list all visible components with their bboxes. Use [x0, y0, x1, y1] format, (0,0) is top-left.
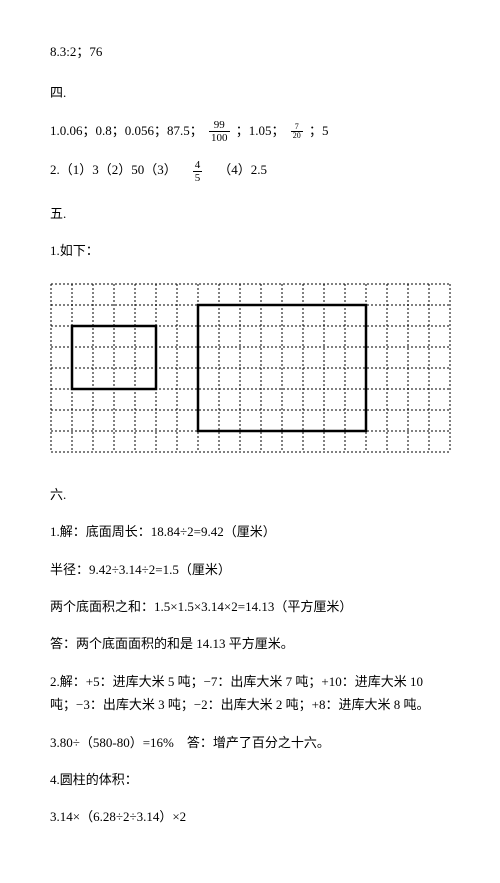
answer-4-2: 2.（1）3（2）50（3） 45 （4）2.5 [50, 158, 450, 184]
section-6-heading: 六. [50, 483, 450, 506]
grid-svg [50, 283, 451, 453]
answer-6-5: 2.解：+5：进库大米 5 吨；−7：出库大米 7 吨；+10：进库大米 10 … [50, 670, 450, 717]
answer-6-4: 答：两个底面面积的和是 14.13 平方厘米。 [50, 632, 450, 655]
answer-8-3: 8.3:2；76 [50, 40, 450, 63]
text: （4）2.5 [218, 162, 267, 177]
grid-diagram [50, 283, 450, 453]
answer-6-1: 1.解：底面周长：18.84÷2=9.42（厘米） [50, 520, 450, 543]
text: 1.0.06；0.8；0.056；87.5； [50, 123, 203, 138]
section-5-heading: 五. [50, 202, 450, 225]
text: ；1.05； [236, 123, 285, 138]
answer-6-2: 半径：9.42÷3.14÷2=1.5（厘米） [50, 558, 450, 581]
fraction-99-100: 99100 [209, 119, 230, 144]
answer-6-8: 3.14×（6.28÷2÷3.14）×2 [50, 805, 450, 828]
answer-5-1: 1.如下： [50, 239, 450, 262]
fraction-4-5: 45 [193, 159, 203, 184]
text: ；5 [309, 123, 329, 138]
answer-6-3: 两个底面积之和：1.5×1.5×3.14×2=14.13（平方厘米） [50, 595, 450, 618]
answer-4-1: 1.0.06；0.8；0.056；87.5； 99100 ；1.05； 720 … [50, 119, 450, 145]
answer-6-7: 4.圆柱的体积： [50, 768, 450, 791]
section-4-heading: 四. [50, 81, 450, 104]
text: 2.（1）3（2）50（3） [50, 162, 177, 177]
fraction-7-20: 720 [291, 123, 303, 142]
answer-6-6: 3.80÷（580-80）=16% 答：增产了百分之十六。 [50, 731, 450, 754]
